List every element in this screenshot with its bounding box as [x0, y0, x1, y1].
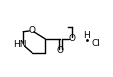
- Text: O: O: [56, 46, 63, 55]
- Text: H: H: [83, 31, 89, 40]
- Text: O: O: [68, 34, 74, 43]
- Text: O: O: [28, 26, 35, 35]
- Text: Cl: Cl: [90, 39, 99, 48]
- Text: HN: HN: [13, 40, 26, 49]
